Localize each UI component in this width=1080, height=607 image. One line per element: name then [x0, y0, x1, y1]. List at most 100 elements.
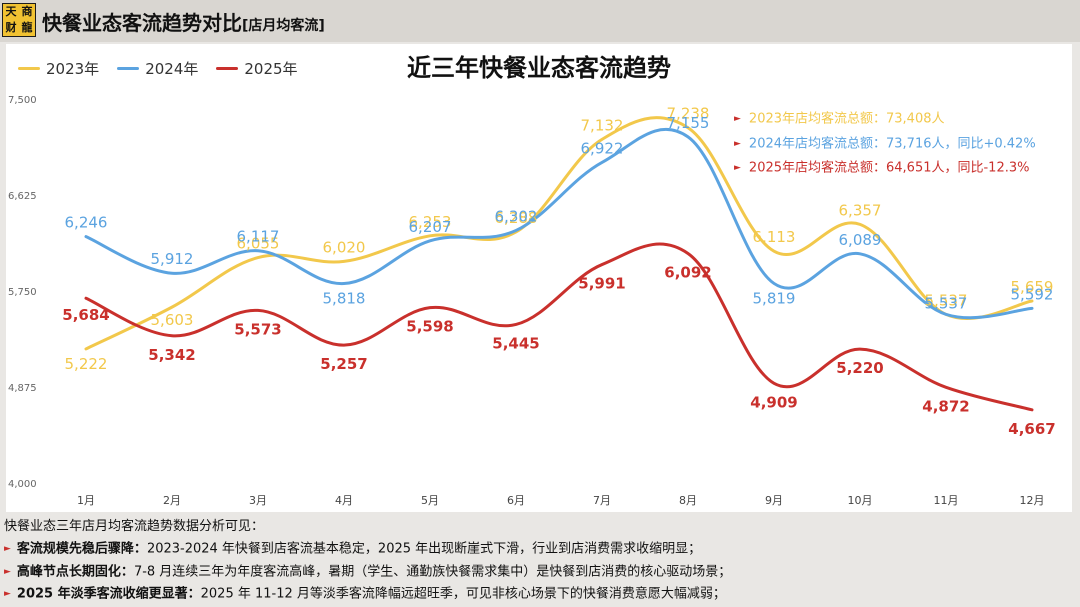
- brand-logo: 天 商 财 龍: [2, 3, 36, 37]
- data-label: 5,222: [65, 355, 108, 373]
- data-label: 6,092: [664, 263, 711, 281]
- page-title: 快餐业态客流趋势对比[店月均客流]: [42, 7, 325, 36]
- x-tick-label: 10月: [848, 494, 873, 507]
- data-label: 5,603: [151, 311, 194, 329]
- data-label: 7,155: [667, 114, 710, 132]
- legend-item-2023: 2023年: [18, 58, 99, 79]
- y-tick-label: 7,500: [8, 95, 37, 106]
- x-tick-label: 8月: [679, 494, 697, 507]
- x-tick-label: 9月: [765, 494, 783, 507]
- data-label: 5,819: [753, 289, 796, 307]
- data-label: 7,238: [667, 105, 710, 123]
- data-label: 5,342: [148, 346, 195, 364]
- series-line-2025年: [84, 242, 1034, 412]
- legend-label-2025: 2025年: [244, 60, 298, 78]
- legend-label-2023: 2023年: [46, 60, 100, 78]
- data-label: 5,659: [1011, 278, 1054, 296]
- page-title-text: 快餐业态客流趋势对比: [42, 11, 242, 35]
- y-tick-label: 5,750: [8, 287, 37, 298]
- legend-swatch-2023: [18, 67, 40, 70]
- bullet-icon: ►: [4, 589, 11, 599]
- chart-card: 4,000 4,875 5,750 6,625 7,500 1月 2月 3月 4月 5月 6月 7月 8…: [6, 44, 1072, 512]
- analysis-point-3-body: 2025 年 11-12 月等淡季客流降幅远超旺季，可见非核心场景下的快餐消费意…: [200, 586, 726, 602]
- legend-label-2024: 2024年: [145, 60, 199, 78]
- x-tick-label: 1月: [77, 494, 95, 507]
- data-label: 5,537: [925, 294, 968, 312]
- page-subtitle: [店月均客流]: [242, 18, 325, 34]
- chart-title: 近三年快餐业态客流趋势: [407, 54, 671, 82]
- analysis-intro: 快餐业态三年店月均客流趋势数据分析可见：: [4, 519, 265, 534]
- annotation-2025: ► 2025年店均客流总额：64,651人，同比-12.3%: [734, 156, 1036, 181]
- data-label: 5,220: [836, 359, 883, 377]
- data-label: 6,922: [581, 139, 624, 157]
- data-label: 5,818: [323, 290, 366, 308]
- data-label: 4,872: [922, 397, 969, 415]
- x-tick-label: 3月: [249, 494, 267, 507]
- bullet-icon: ►: [4, 544, 11, 554]
- data-label: 5,592: [1011, 285, 1054, 303]
- logo-char: 龍: [21, 21, 33, 34]
- y-tick-label: 6,625: [8, 191, 37, 202]
- series-line-2023年: [84, 116, 1034, 351]
- bullet-icon: ►: [734, 114, 741, 124]
- data-label: 6,357: [839, 201, 882, 219]
- analysis-point-1-head: 客流规模先稳后骤降：: [16, 541, 147, 557]
- data-label: 4,909: [750, 393, 797, 411]
- x-tick-label: 5月: [421, 494, 439, 507]
- analysis-point-2: ► 高峰节点长期固化：7-8 月连续三年为年度客流高峰，暑期（学生、通勤族快餐需求…: [4, 561, 731, 584]
- x-tick-label: 12月: [1020, 494, 1045, 507]
- bullet-icon: ►: [734, 138, 741, 149]
- line-chart: 4,000 4,875 5,750 6,625 7,500 1月 2月 3月 4月 5月 6月 7月 8…: [8, 95, 1056, 507]
- x-tick-label: 2月: [163, 494, 181, 507]
- logo-char: 商: [21, 5, 33, 18]
- data-label: 6,020: [323, 238, 366, 256]
- x-tick-label: 11月: [934, 494, 959, 507]
- logo-char: 天: [5, 5, 17, 18]
- analysis-point-3-head: 2025 年淡季客流收缩更显著：: [16, 586, 201, 602]
- data-label: 5,257: [320, 355, 367, 373]
- chart-legend: 2023年 2024年 2025年: [18, 58, 298, 79]
- legend-item-2025: 2025年: [216, 58, 298, 79]
- legend-swatch-2025: [216, 67, 239, 70]
- bullet-icon: ►: [4, 566, 11, 577]
- analysis-section: 快餐业态三年店月均客流趋势数据分析可见： ► 客流规模先稳后骤降：2023-202…: [4, 516, 731, 606]
- data-label: 6,302: [495, 207, 538, 225]
- logo-char: 财: [5, 21, 17, 34]
- data-label: 6,253: [409, 213, 452, 231]
- data-label: 6,113: [753, 228, 796, 246]
- annotation-2024-text: 2024年店均客流总额：73,716人，同比+0.42%: [748, 136, 1036, 151]
- x-tick-label: 6月: [507, 494, 525, 507]
- data-label: 6,055: [237, 235, 280, 253]
- data-label: 5,684: [62, 306, 109, 324]
- bullet-icon: ►: [734, 163, 741, 173]
- x-tick-label: 7月: [593, 494, 611, 507]
- data-label: 6,117: [237, 228, 280, 246]
- data-label: 6,207: [409, 218, 452, 236]
- analysis-point-1: ► 客流规模先稳后骤降：2023-2024 年快餐到店客流基本稳定，2025 年出…: [4, 538, 731, 561]
- analysis-point-2-body: 7-8 月连续三年为年度客流高峰，暑期（学生、通勤族快餐需求集中）是快餐到店消费…: [133, 564, 732, 579]
- legend-swatch-2024: [117, 67, 140, 70]
- x-tick-label: 4月: [335, 494, 353, 507]
- analysis-point-2-head: 高峰节点长期固化：: [16, 564, 134, 579]
- data-label: 5,991: [578, 275, 625, 293]
- annotation-2023-text: 2023年店均客流总额：73,408人: [748, 111, 945, 127]
- data-label: 6,246: [65, 214, 108, 232]
- annotation-2023: ► 2023年店均客流总额：73,408人: [734, 107, 1036, 132]
- header-bar: 天 商 财 龍 快餐业态客流趋势对比[店月均客流]: [0, 0, 1080, 42]
- data-label: 4,667: [1008, 420, 1055, 438]
- totals-annotations: ► 2023年店均客流总额：73,408人 ► 2024年店均客流总额：73,716…: [734, 107, 1036, 181]
- data-label: 5,573: [234, 320, 281, 338]
- data-label: 5,537: [925, 291, 968, 309]
- series-line-2024年: [84, 127, 1034, 320]
- annotation-2024: ► 2024年店均客流总额：73,716人，同比+0.42%: [734, 132, 1036, 157]
- data-label: 5,912: [151, 250, 194, 268]
- data-label: 6,089: [839, 231, 882, 249]
- analysis-point-1-body: 2023-2024 年快餐到店客流基本稳定，2025 年出现断崖式下滑，行业到店…: [146, 541, 702, 557]
- annotation-2025-text: 2025年店均客流总额：64,651人，同比-12.3%: [748, 160, 1030, 176]
- data-label: 6,288: [495, 209, 538, 227]
- legend-item-2024: 2024年: [117, 58, 198, 79]
- data-label: 7,132: [581, 116, 624, 134]
- analysis-point-3: ► 2025 年淡季客流收缩更显著：2025 年 11-12 月等淡季客流降幅远超…: [4, 583, 731, 606]
- data-label: 5,445: [492, 334, 539, 352]
- y-tick-label: 4,000: [8, 479, 37, 490]
